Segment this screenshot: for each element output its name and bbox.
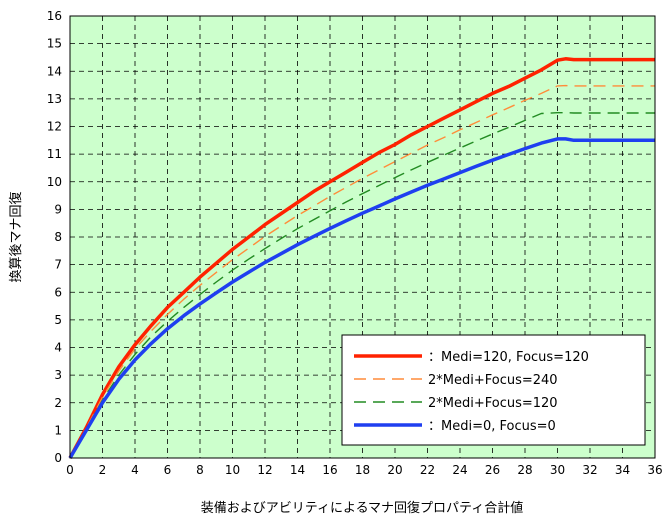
legend-label: 2*Medi+Focus=240 — [428, 373, 558, 388]
series-group — [68, 57, 655, 459]
series-line-2 — [69, 84, 655, 459]
plot-frame — [69, 15, 656, 459]
legend-label: 2*Medi+Focus=120 — [428, 396, 558, 411]
y-tick-label: 3 — [54, 368, 62, 382]
y-tick-label: 1 — [54, 423, 62, 437]
y-tick-label: 13 — [47, 92, 62, 106]
y-tick-label: 8 — [54, 230, 62, 244]
y-tick-label: 11 — [47, 147, 62, 161]
x-tick-label: 16 — [322, 463, 337, 477]
x-tick-label: 12 — [257, 463, 272, 477]
x-tick-label: 4 — [131, 463, 139, 477]
x-tick-label: 24 — [452, 463, 467, 477]
y-tick-label: 0 — [54, 451, 62, 465]
x-tick-label: 10 — [225, 463, 240, 477]
legend-label: ：Medi=120, Focus=120 — [428, 350, 589, 365]
y-tick-label: 15 — [47, 37, 62, 51]
y-tick-label: 9 — [54, 202, 62, 216]
y-tick-label: 5 — [54, 313, 62, 327]
y-tick-label: 6 — [54, 285, 62, 299]
x-tick-labels: 0 2 4 6 8 10 12 14 16 18 20 22 24 26 28 30 32 34 36 — [66, 463, 662, 477]
x-tick-label: 34 — [615, 463, 630, 477]
series-line-3 — [69, 112, 655, 459]
x-tick-label: 2 — [99, 463, 107, 477]
series-line-4 — [68, 137, 655, 459]
grid — [70, 16, 655, 458]
x-tick-label: 18 — [355, 463, 370, 477]
y-tick-label: 7 — [54, 258, 62, 272]
series-line-1 — [68, 57, 655, 459]
x-tick-label: 20 — [387, 463, 402, 477]
y-tick-label: 16 — [47, 9, 62, 23]
x-axis-title: 装備およびアビリティによるマナ回復プロパティ合計値 — [201, 500, 524, 516]
legend: ：Medi=120, Focus=120 2*Medi+Focus=240 2*Me… — [341, 334, 646, 446]
y-tick-label: 4 — [54, 341, 62, 355]
y-tick-label: 14 — [47, 64, 62, 78]
x-tick-label: 32 — [582, 463, 597, 477]
y-axis-title: 換算後マナ回復 — [8, 191, 24, 282]
x-tick-label: 6 — [164, 463, 172, 477]
x-tick-label: 14 — [290, 463, 305, 477]
x-tick-label: 8 — [196, 463, 204, 477]
x-tick-label: 36 — [647, 463, 662, 477]
x-tick-label: 26 — [485, 463, 500, 477]
x-tick-label: 28 — [517, 463, 532, 477]
y-tick-label: 2 — [54, 396, 62, 410]
y-tick-label: 10 — [47, 175, 62, 189]
x-tick-label: 30 — [550, 463, 565, 477]
y-tick-label: 12 — [47, 120, 62, 134]
x-tick-label: 0 — [66, 463, 74, 477]
legend-label: ：Medi=0, Focus=0 — [428, 419, 556, 434]
x-tick-label: 22 — [420, 463, 435, 477]
